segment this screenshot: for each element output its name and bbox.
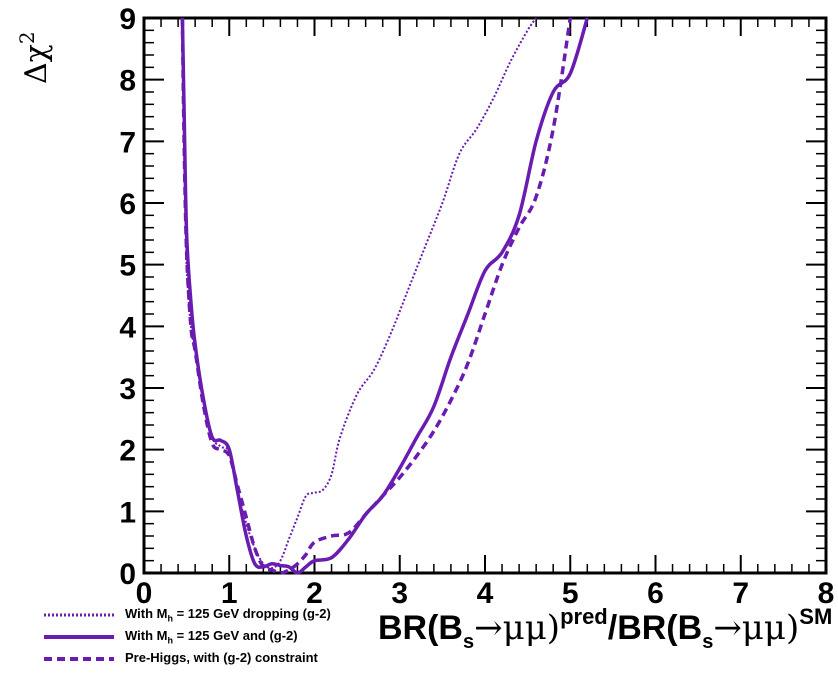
- y-tick-label: 4: [119, 311, 136, 344]
- series-layer: [180, 17, 589, 575]
- x-axis-label: BR(Bs→μμ)pred/BR(Bs→μμ)SM: [378, 604, 832, 653]
- x-axis-label-d: →μμ): [713, 608, 800, 648]
- x-tick-label: 5: [562, 577, 579, 610]
- y-tick-label: 1: [119, 496, 136, 529]
- y-tick-label: 7: [119, 126, 136, 159]
- legend-label-solid: With Mh = 125 GeV and (g-2): [125, 628, 298, 646]
- x-axis-label-a: BR(B: [378, 609, 463, 647]
- plot-frame: [142, 16, 828, 575]
- series-line-dashed: [180, 17, 573, 575]
- y-axis-label-base: Δχ: [19, 44, 54, 84]
- y-tick-label: 3: [119, 373, 136, 406]
- x-axis-label-sup1: pred: [560, 604, 608, 629]
- axes-frame: [142, 16, 828, 575]
- tick-labels: 0 1 2 3 4 5 6 7 8 0 1 2 3 4 5 6 7 8 9: [119, 3, 834, 610]
- y-tick-label: 5: [119, 250, 136, 283]
- legend-swatch-dashed: [44, 657, 114, 661]
- y-tick-label: 8: [119, 65, 136, 98]
- legend-item-solid: With Mh = 125 GeV and (g-2): [42, 626, 331, 648]
- legend-label-dashed: Pre-Higgs, with (g-2) constraint: [125, 650, 318, 666]
- y-tick-label: 2: [119, 435, 136, 468]
- x-tick-label: 0: [136, 577, 153, 610]
- legend-item-dotted: With Mh = 125 GeV dropping (g-2): [42, 604, 331, 626]
- x-axis-label-b: →μμ): [474, 608, 561, 648]
- x-axis-label-sup2: SM: [799, 604, 833, 629]
- x-tick-label: 1: [221, 577, 238, 610]
- legend-swatch-solid: [44, 635, 114, 639]
- y-tick-label: 6: [119, 188, 136, 221]
- legend-item-dashed: Pre-Higgs, with (g-2) constraint: [42, 648, 331, 670]
- series-line-solid: [180, 17, 589, 575]
- legend: With Mh = 125 GeV dropping (g-2) With Mh…: [42, 604, 331, 670]
- y-tick-label: 0: [119, 558, 136, 591]
- x-tick-label: 8: [818, 577, 835, 610]
- x-axis-label-s1: s: [462, 631, 475, 653]
- x-tick-label: 4: [477, 577, 494, 610]
- x-tick-label: 7: [732, 577, 749, 610]
- legend-swatch-dotted: [44, 613, 114, 617]
- legend-label-dotted: With Mh = 125 GeV dropping (g-2): [125, 606, 331, 624]
- svg-text:Δχ2: Δχ2: [15, 31, 54, 84]
- y-tick-label: 9: [119, 3, 136, 36]
- x-tick-label: 6: [647, 577, 664, 610]
- x-tick-label: 2: [306, 577, 323, 610]
- x-axis-label-s2: s: [702, 631, 714, 653]
- x-tick-label: 3: [391, 577, 408, 610]
- x-axis-label-c: /BR(B: [607, 609, 703, 647]
- axis-ticks: [143, 17, 827, 574]
- y-axis-label-sup: 2: [15, 31, 39, 44]
- y-axis-label: Δχ2: [4, 8, 64, 88]
- y-axis-label-svg: Δχ2: [15, 31, 54, 84]
